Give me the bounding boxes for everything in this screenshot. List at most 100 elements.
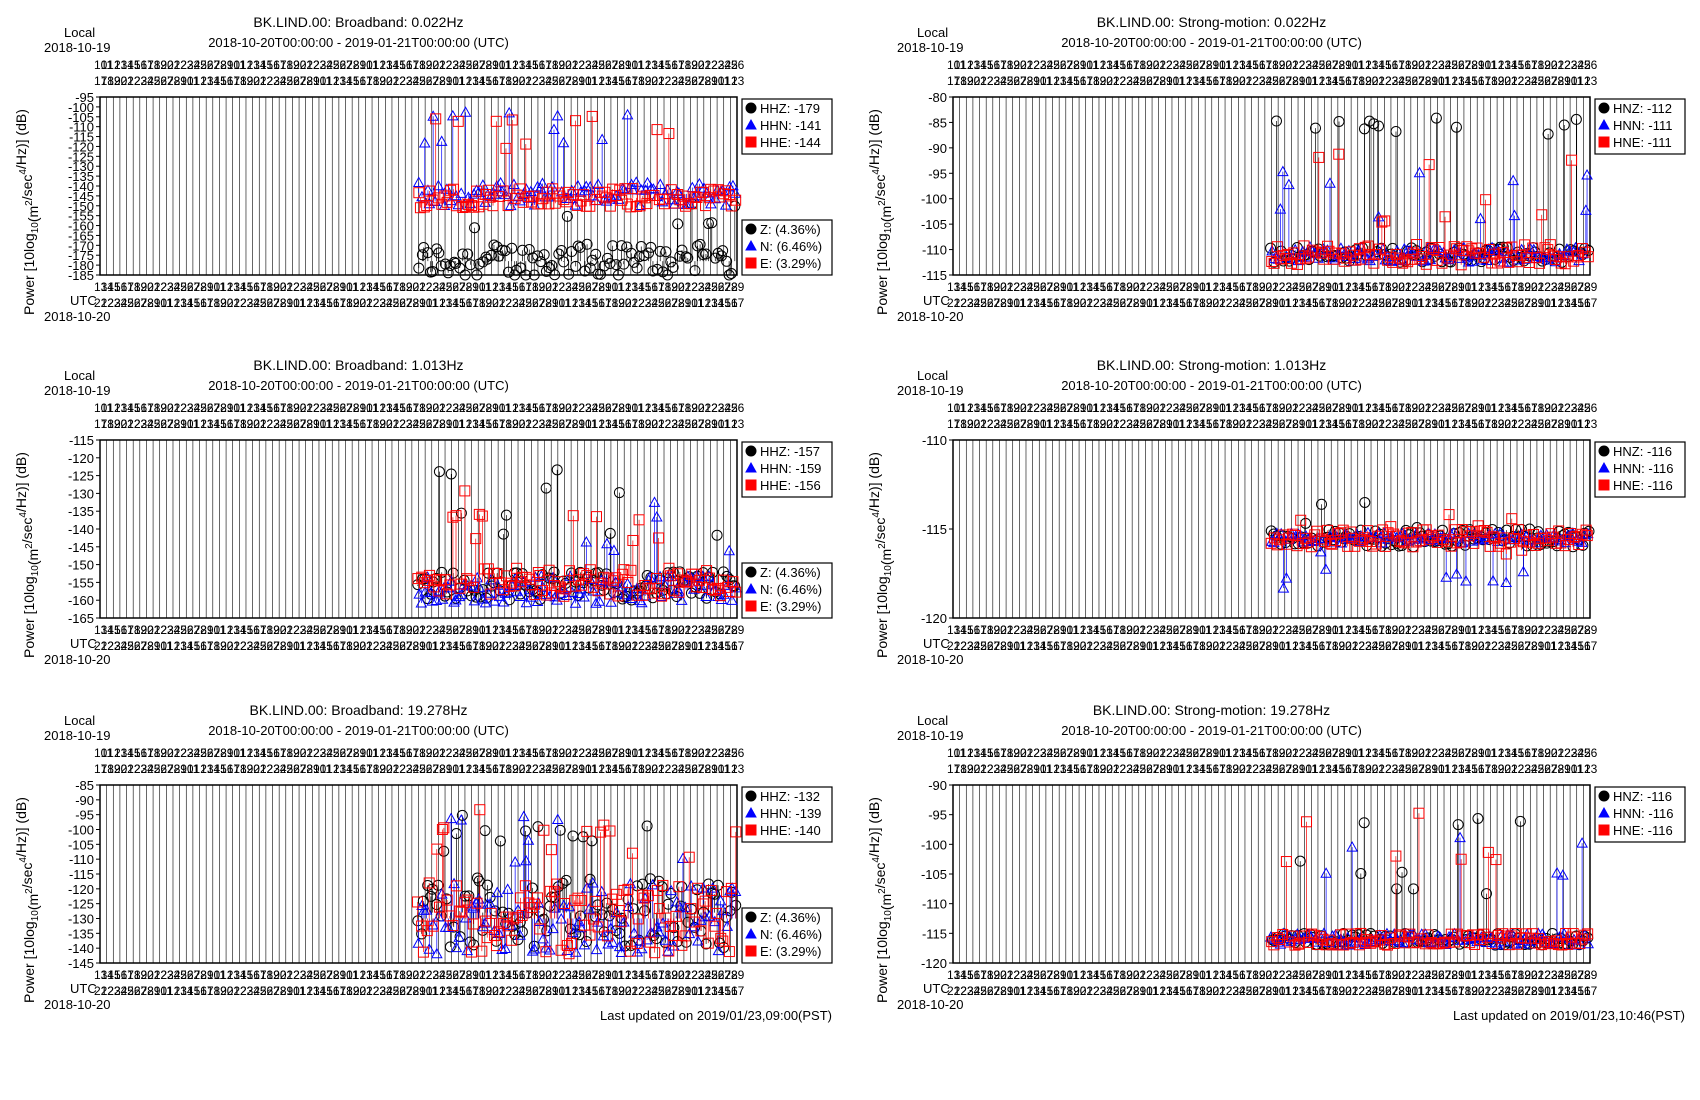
local-date-label: 2018-10-19: [44, 383, 111, 398]
top-tick-label-2: 21: [121, 74, 135, 88]
legend-marker: [1598, 102, 1610, 114]
bottom-tick-label: 15: [107, 280, 121, 294]
bottom-tick-label: 18: [127, 280, 141, 294]
bottom-tick-label-2: 16: [326, 296, 340, 310]
y-tick-label: -80: [928, 90, 947, 105]
utc-date-label: 2018-10-20: [897, 309, 964, 324]
bottom-tick-label-2: 14: [313, 296, 327, 310]
legend-label: HNE: -111: [1613, 135, 1672, 150]
legend-marker: [745, 479, 757, 491]
bottom-tick-label: 12: [220, 280, 234, 294]
top-tick-label-2: 12: [326, 74, 340, 88]
bottom-tick-label: 25: [174, 280, 188, 294]
legend-label: N: (6.46%): [760, 239, 822, 254]
bottom-tick-label-2: 24: [114, 296, 128, 310]
legend-percent: Z: (4.36%) N: (6.46%) E: (3.29%): [741, 219, 833, 276]
top-tick-label-2: 26: [154, 74, 168, 88]
bottom-tick-label-2: 19: [346, 296, 360, 310]
top-tick-label-2: 13: [200, 74, 214, 88]
y-tick-label: -115: [922, 522, 947, 537]
bottom-tick-label-2: 10: [154, 296, 168, 310]
y-tick-label: -115: [922, 268, 947, 283]
top-tick-label: 16: [267, 58, 281, 72]
bottom-tick-label: 17: [253, 280, 267, 294]
bottom-tick-label: 16: [114, 280, 128, 294]
bottom-tick-label: 24: [300, 280, 314, 294]
top-tick-label-2: 27: [293, 74, 307, 88]
top-tick-label-2: 11: [187, 74, 200, 88]
y-tick-label: -120: [68, 451, 94, 466]
data-series-group: [1265, 112, 1595, 271]
top-tick-label: 26: [333, 58, 347, 72]
time-range-label: 2018-10-20T00:00:00 - 2019-01-21T00:00:0…: [208, 378, 509, 393]
top-tick-label-2: 27: [160, 74, 174, 88]
top-tick-label: 29: [353, 58, 367, 72]
chart-title: BK.LIND.00: Strong-motion: 1.013Hz: [1097, 357, 1327, 373]
y-tick-label: -160: [68, 593, 94, 608]
bottom-tick-label-2: 29: [147, 296, 161, 310]
top-tick-label-2: 15: [346, 74, 360, 88]
bottom-tick-label: 18: [260, 280, 274, 294]
date-tick-band: 10 17 13 21 11 18 14 22 12 19 15 23 13 20 16 24 14 21 17 25…: [94, 58, 745, 310]
local-date-label: 2018-10-19: [44, 40, 111, 55]
bottom-tick-label-2: 23: [107, 296, 121, 310]
bottom-tick-label-2: 17: [1584, 639, 1598, 653]
legend-label: HHZ: -157: [760, 444, 820, 459]
y-tick-label: -155: [68, 575, 94, 590]
local-label: Local: [64, 368, 95, 383]
y-axis-label: Power [10log10(m2/sec4/Hz)] (dB): [866, 109, 894, 315]
top-tick-label: 26: [1584, 401, 1598, 415]
top-tick-label-2: 19: [107, 74, 121, 88]
legend-marker: [745, 257, 757, 269]
bottom-tick-label-2: 25: [253, 296, 267, 310]
top-tick-label: 13: [247, 58, 261, 72]
legend-channels: HHZ: -179 HHN: -141 HHE: -144: [741, 98, 833, 155]
bottom-tick-label-2: 28: [273, 296, 287, 310]
utc-label: UTC: [923, 636, 950, 651]
top-tick-label-2: 29: [306, 74, 320, 88]
bottom-tick-label-2: 17: [731, 296, 745, 310]
top-tick-label-2: 11: [320, 74, 333, 88]
legend-channels: HNZ: -116 HNN: -116 HNE: -116: [1594, 441, 1686, 498]
bottom-tick-label-2: 19: [213, 296, 227, 310]
bottom-tick-label: 14: [233, 280, 247, 294]
top-tick-label: 25: [326, 58, 340, 72]
y-tick-label: -90: [928, 141, 947, 156]
bottom-tick-label: 26: [180, 280, 194, 294]
y-tick-label: -115: [69, 433, 94, 448]
time-range-label: 2018-10-20T00:00:00 - 2019-01-21T00:00:0…: [1061, 35, 1362, 50]
bottom-tick-label-2: 15: [187, 296, 201, 310]
bottom-tick-label: 19: [267, 280, 281, 294]
y-tick-label: -85: [928, 115, 947, 130]
legend-label: HHN: -159: [760, 461, 821, 476]
legend-marker: [1598, 136, 1610, 148]
top-tick-label: 21: [300, 58, 314, 72]
bottom-tick-label: 27: [187, 280, 201, 294]
top-tick-label-2: 28: [300, 74, 314, 88]
bottom-tick-label-2: 14: [180, 296, 194, 310]
top-tick-label: 24: [320, 58, 334, 72]
bottom-tick-label: 29: [333, 280, 347, 294]
top-tick-label: 18: [147, 58, 161, 72]
bottom-tick-label: 13: [227, 280, 241, 294]
bottom-tick-label: 14: [101, 280, 115, 294]
top-tick-label: 22: [174, 58, 188, 72]
top-tick-label: 11: [233, 58, 246, 72]
bottom-tick-label-2: 22: [101, 296, 115, 310]
bottom-tick-label-2: 11: [160, 296, 173, 310]
top-tick-label: 26: [731, 58, 745, 72]
bottom-tick-label: 20: [273, 280, 287, 294]
top-tick-label: 20: [160, 58, 174, 72]
top-tick-label-2: 20: [114, 74, 128, 88]
bottom-tick-label: 26: [313, 280, 327, 294]
legend-label: HHE: -144: [760, 135, 821, 150]
bottom-tick-label-2: 17: [731, 639, 745, 653]
legend-channels: HHZ: -157 HHN: -159 HHE: -156: [741, 441, 833, 498]
top-tick-label: 14: [121, 58, 135, 72]
top-tick-label-2: 13: [333, 74, 347, 88]
utc-label: UTC: [70, 293, 97, 308]
top-tick-label-2: 25: [280, 74, 294, 88]
top-tick-label-2: 29: [174, 74, 188, 88]
top-tick-label-2: 20: [247, 74, 261, 88]
bottom-tick-label-2: 15: [320, 296, 334, 310]
